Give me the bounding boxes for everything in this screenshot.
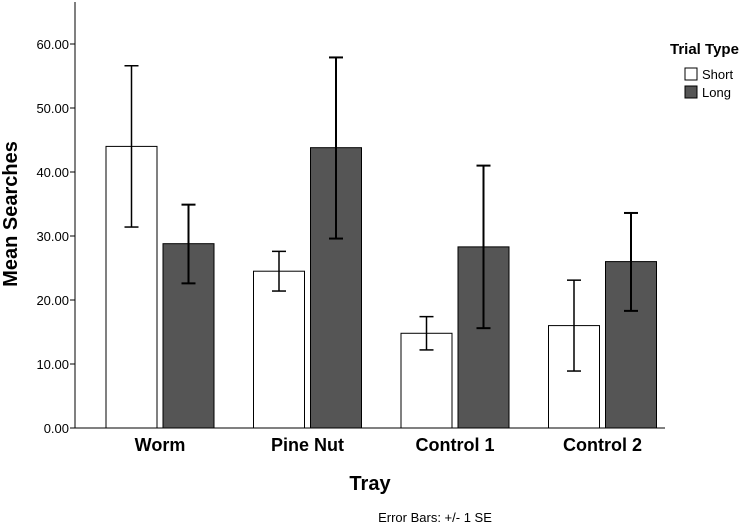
- error-bar: [567, 279, 581, 372]
- error-bar: [124, 65, 139, 228]
- x-axis-title: Tray: [349, 473, 391, 495]
- error-bar: [476, 164, 491, 330]
- y-axis-title: Mean Searches: [0, 141, 22, 287]
- y-tick-label: 20.00: [36, 293, 69, 308]
- x-tick-label: Control 1: [416, 435, 495, 455]
- legend-label-short: Short: [702, 67, 733, 82]
- error-bar: [329, 56, 343, 240]
- x-tick-label: Control 2: [563, 435, 642, 455]
- error-bars-note: Error Bars: +/- 1 SE: [378, 510, 492, 525]
- bar-short-pine-nut: [253, 270, 305, 429]
- error-bar: [624, 211, 638, 312]
- y-tick-label: 50.00: [36, 101, 69, 116]
- legend-title: Trial Type: [670, 41, 739, 58]
- error-bar: [181, 203, 196, 285]
- y-tick-label: 0.00: [44, 421, 69, 436]
- legend-swatch-short: [684, 67, 698, 81]
- error-bar: [272, 250, 286, 292]
- y-tick-label: 60.00: [36, 37, 69, 52]
- error-bar: [419, 315, 434, 351]
- legend: Trial Type Short Long: [670, 41, 739, 100]
- y-tick-label: 40.00: [36, 165, 69, 180]
- y-tick-label: 10.00: [36, 357, 69, 372]
- y-tick-label: 30.00: [36, 229, 69, 244]
- x-tick-label: Pine Nut: [271, 435, 344, 455]
- x-tick-label: Worm: [135, 435, 186, 455]
- legend-swatch-long: [684, 85, 698, 99]
- legend-label-long: Long: [702, 85, 731, 100]
